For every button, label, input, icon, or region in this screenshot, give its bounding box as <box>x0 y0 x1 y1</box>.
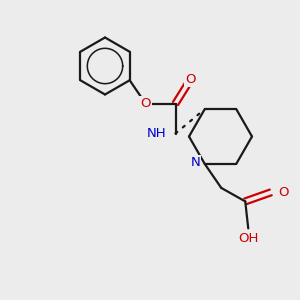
Text: O: O <box>185 73 196 86</box>
Text: NH: NH <box>147 127 167 140</box>
Text: N: N <box>190 156 200 169</box>
Text: O: O <box>278 186 289 199</box>
Text: O: O <box>140 97 151 110</box>
Text: OH: OH <box>238 232 258 244</box>
